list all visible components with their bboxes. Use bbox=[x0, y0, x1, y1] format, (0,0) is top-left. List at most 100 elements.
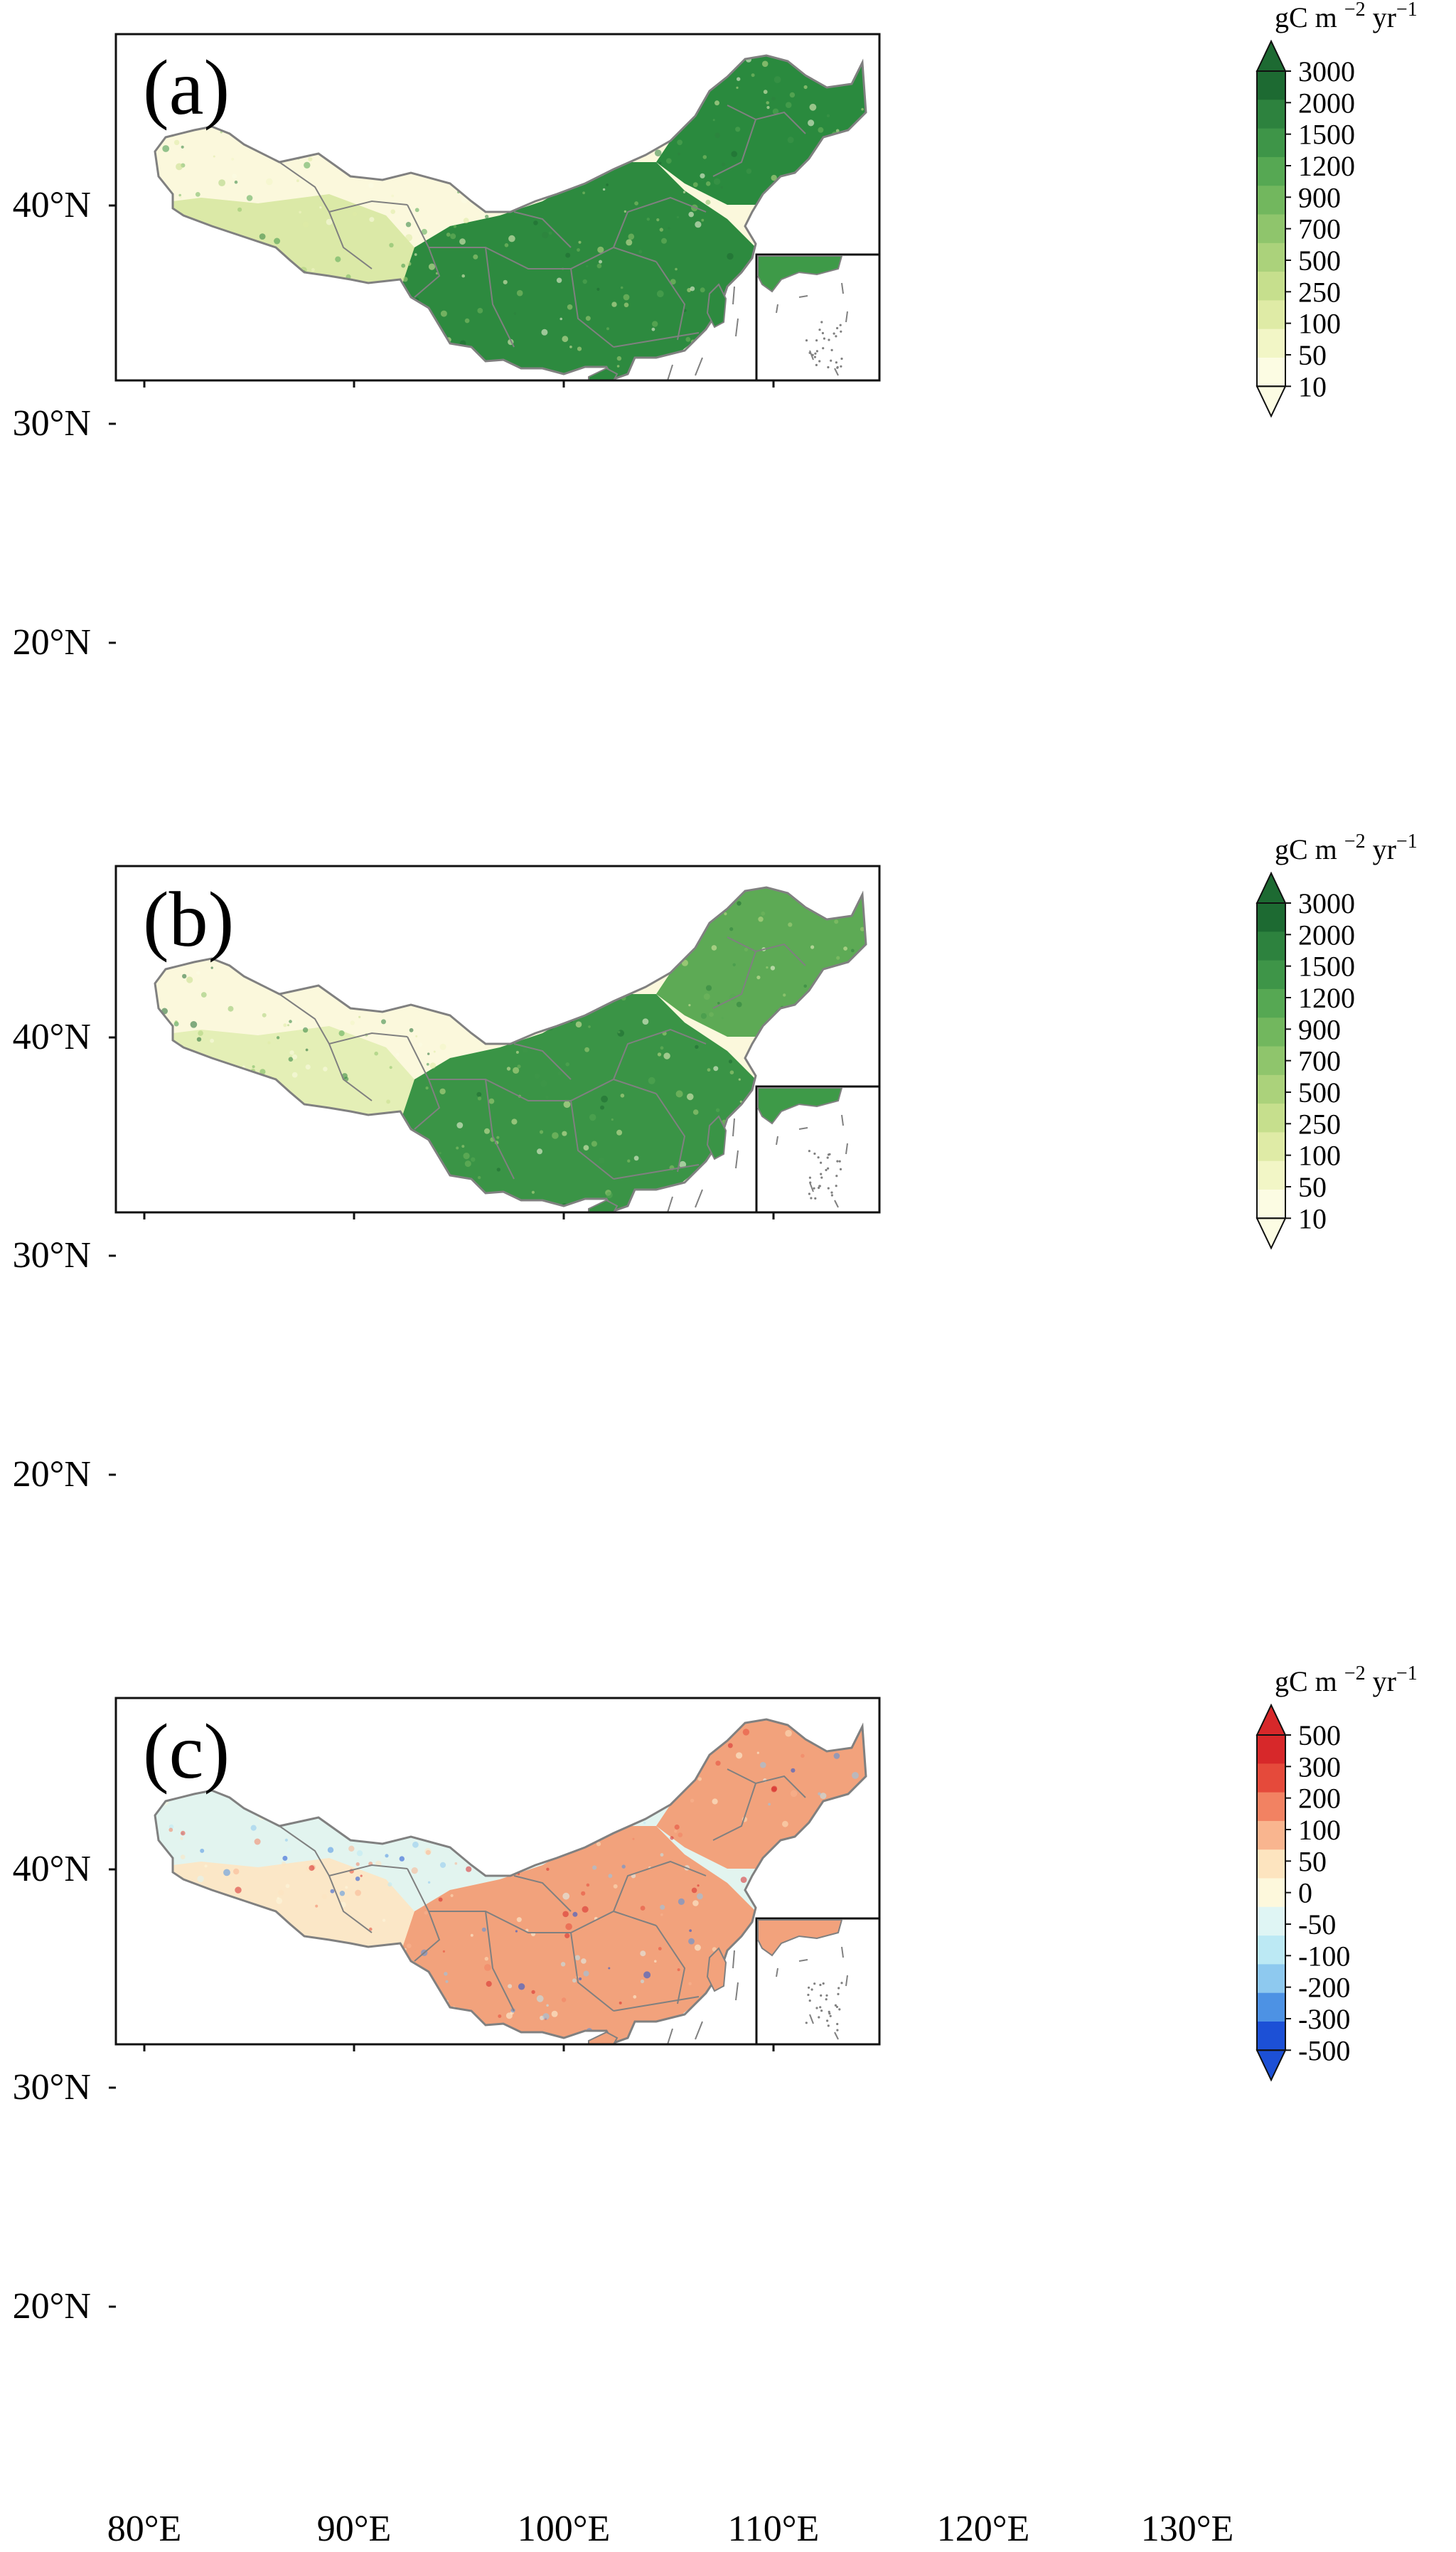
dash-line bbox=[667, 286, 739, 381]
inset-island bbox=[825, 1168, 828, 1172]
lat-label: 20°N bbox=[13, 2286, 91, 2327]
colorbar-tick-label: 700 bbox=[1298, 1045, 1341, 1077]
colorbar-segment bbox=[1257, 242, 1285, 272]
inset-island bbox=[835, 1185, 837, 1187]
province-borders bbox=[279, 1768, 806, 2012]
inset-island bbox=[826, 1156, 829, 1159]
colorbar-segment bbox=[1257, 1820, 1285, 1850]
inset-island bbox=[805, 339, 808, 342]
colorbar-tick-label: 1200 bbox=[1298, 982, 1355, 1014]
colorbar-segment bbox=[1257, 1992, 1285, 2022]
inset-island bbox=[818, 1185, 821, 1187]
colorbar-tick-label: 250 bbox=[1298, 276, 1341, 308]
colorbar-segment bbox=[1257, 1906, 1285, 1936]
colorbar-extend-bottom bbox=[1256, 1217, 1287, 1250]
colorbar-tick-label: 900 bbox=[1298, 1013, 1341, 1045]
colorbar-segment bbox=[1257, 329, 1285, 358]
colorbar-segment bbox=[1257, 1160, 1285, 1190]
colorbar-tick-label: 900 bbox=[1298, 181, 1341, 213]
colorbar-tick-label: 500 bbox=[1298, 1077, 1341, 1109]
inset-island bbox=[829, 2014, 832, 2017]
map-frame bbox=[114, 1697, 881, 2046]
inset-island bbox=[830, 348, 833, 351]
colorbar-tick-label: -200 bbox=[1298, 1972, 1350, 2004]
colorbar-tick-label: -50 bbox=[1298, 1908, 1336, 1940]
inset-dashes bbox=[776, 1946, 848, 2040]
inset-island bbox=[830, 1191, 833, 1194]
south-china-sea-inset bbox=[755, 1917, 881, 2046]
panel-label: (b) bbox=[143, 876, 234, 963]
inset-island bbox=[836, 2022, 839, 2026]
inset-island bbox=[808, 1192, 810, 1195]
colorbar-tick-label: 10 bbox=[1298, 1202, 1327, 1234]
latitude-labels-a: 40°N 30°N 20°N bbox=[13, 185, 91, 663]
lat-label: 30°N bbox=[13, 1235, 91, 1276]
colorbar-tick-label: 3000 bbox=[1298, 887, 1355, 919]
inset-island bbox=[808, 351, 811, 354]
colorbar-tick-label: 1200 bbox=[1298, 150, 1355, 182]
colorbar-extend-top bbox=[1256, 871, 1287, 904]
lat-label: 20°N bbox=[13, 1454, 91, 1495]
colorbar-tick-label: 700 bbox=[1298, 213, 1341, 245]
colorbar-segment bbox=[1257, 272, 1285, 301]
inset-island bbox=[813, 1187, 815, 1190]
colorbar-tick-label: 500 bbox=[1298, 245, 1341, 277]
inset-island bbox=[835, 361, 837, 364]
map-frame bbox=[114, 865, 881, 1214]
panel-c: (c) bbox=[109, 1697, 881, 2308]
inset-island bbox=[818, 1186, 820, 1190]
inset-island bbox=[820, 2009, 823, 2012]
colorbar-segment bbox=[1257, 1849, 1285, 1879]
inset-island bbox=[822, 347, 825, 350]
lat-label: 30°N bbox=[13, 403, 91, 444]
inset-island bbox=[815, 350, 818, 353]
colorbar-segment bbox=[1257, 988, 1285, 1018]
inset-mainland bbox=[757, 255, 843, 293]
inset-island bbox=[820, 321, 823, 324]
colorbar-segment bbox=[1257, 1763, 1285, 1793]
colorbar-tick-label: 0 bbox=[1298, 1877, 1312, 1909]
colorbar-segment bbox=[1257, 903, 1285, 932]
lon-label: 90°E bbox=[317, 2509, 392, 2548]
lat-label: 20°N bbox=[13, 622, 91, 663]
inset-island bbox=[807, 1993, 810, 1997]
inset-island bbox=[840, 357, 843, 361]
inset-island bbox=[836, 326, 839, 330]
inset-island bbox=[805, 2022, 808, 2024]
colorbar-tick-label: 100 bbox=[1298, 1140, 1341, 1172]
panel-a: (a) bbox=[109, 33, 881, 644]
inset-island bbox=[818, 360, 821, 363]
colorbar-segment bbox=[1257, 156, 1285, 186]
panel-label: (c) bbox=[143, 1708, 230, 1795]
colorbar-extend-top bbox=[1256, 39, 1287, 72]
taiwan-island bbox=[706, 1947, 727, 1992]
inset-dashes bbox=[776, 1114, 848, 1208]
taiwan-island bbox=[706, 1115, 727, 1160]
inset-island bbox=[837, 1992, 840, 1995]
inset-island bbox=[815, 339, 818, 342]
colorbar-tick-label: 2000 bbox=[1298, 919, 1355, 951]
colorbar-tick-label: -300 bbox=[1298, 2003, 1350, 2035]
colorbar-tick-label: -500 bbox=[1298, 2034, 1350, 2066]
province-borders bbox=[279, 936, 806, 1180]
inset-island bbox=[814, 352, 817, 355]
colorbar-tick-label: 50 bbox=[1298, 1171, 1327, 1203]
colorbar-segment bbox=[1257, 1046, 1285, 1076]
colorbar-b: gC m −2 yr−1 3000200015001200900700500250… bbox=[1256, 831, 1418, 1250]
inset-island bbox=[838, 2008, 841, 2011]
inset-island bbox=[839, 1168, 842, 1170]
colorbar-unit: gC m −2 yr−1 bbox=[1275, 831, 1418, 865]
lon-label: 130°E bbox=[1141, 2509, 1234, 2548]
colorbar-extend-bottom bbox=[1256, 385, 1287, 418]
lat-label: 30°N bbox=[13, 2067, 91, 2108]
colorbar-segment bbox=[1257, 1018, 1285, 1047]
colorbar-segment bbox=[1257, 1735, 1285, 1764]
inset-island bbox=[827, 365, 830, 369]
dash-line bbox=[667, 1950, 739, 2045]
inset-island bbox=[840, 1982, 843, 1985]
colorbar-a: gC m −2 yr−1 3000200015001200900700500250… bbox=[1256, 0, 1418, 418]
panel-label: (a) bbox=[143, 44, 230, 131]
colorbar-segment bbox=[1257, 100, 1285, 129]
inset-island bbox=[813, 1152, 816, 1155]
